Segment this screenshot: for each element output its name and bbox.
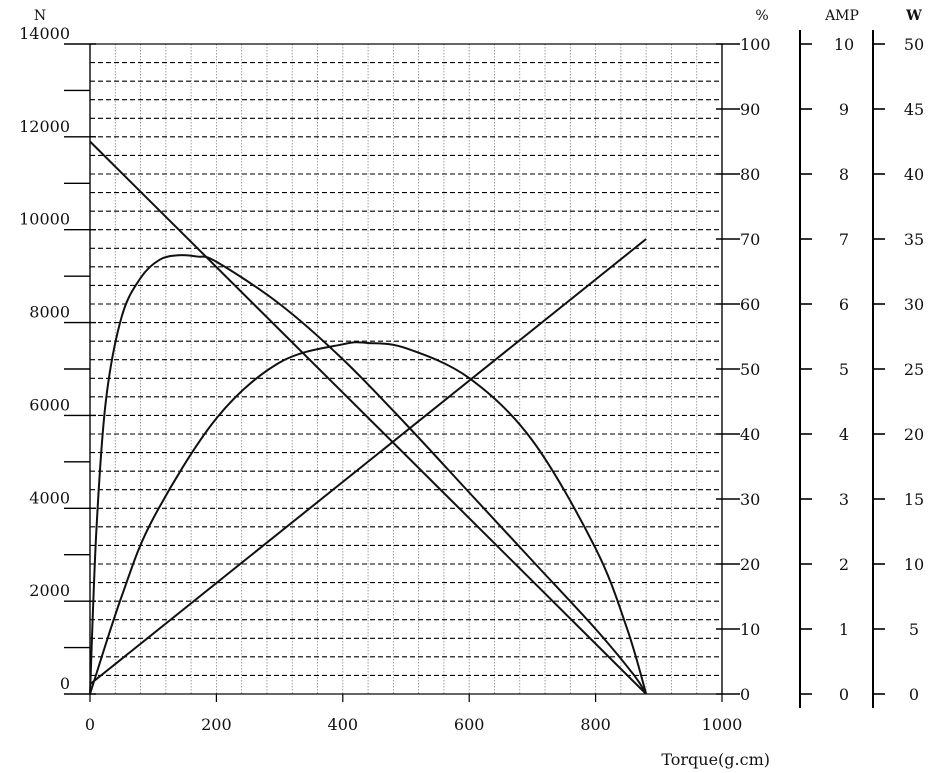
- power-axis-unit: W: [905, 8, 922, 24]
- current-axis-tick-label: 0: [839, 685, 849, 704]
- current-curve: [89, 238, 647, 686]
- current-axis-tick-label: 5: [839, 360, 849, 379]
- efficiency-axis-tick-label: 40: [740, 425, 760, 444]
- speed-axis-tick-label: 12000: [19, 117, 70, 136]
- power-axis-tick-label: 45: [904, 100, 924, 119]
- efficiency-axis-tick-label: 90: [740, 100, 760, 119]
- power-axis-tick-label: 15: [904, 490, 924, 509]
- x-axis-tick-label: 0: [85, 715, 95, 734]
- efficiency-axis-tick-label: 10: [740, 620, 760, 639]
- x-axis-tick-label: 800: [580, 715, 611, 734]
- speed-axis-tick-label: 6000: [29, 395, 70, 414]
- efficiency-axis-tick-label: 60: [740, 295, 760, 314]
- efficiency-axis-tick-label: 30: [740, 490, 760, 509]
- axis-ticks: [64, 43, 885, 702]
- speed-curve: [89, 140, 647, 695]
- speed-axis-tick-label: 2000: [29, 581, 70, 600]
- current-axis-tick-label: 10: [834, 35, 854, 54]
- power-axis-tick-label: 25: [904, 360, 924, 379]
- efficiency-axis-tick-label: 50: [740, 360, 760, 379]
- series-curves: [89, 140, 648, 695]
- current-axis-tick-label: 7: [839, 230, 849, 249]
- x-axis-label: Torque(g.cm): [661, 750, 770, 769]
- speed-axis-tick-label: 14000: [19, 24, 70, 43]
- power-axis-tick-label: 10: [904, 555, 924, 574]
- efficiency-axis-tick-label: 80: [740, 165, 760, 184]
- x-axis-tick-label: 200: [201, 715, 232, 734]
- current-axis-tick-label: 1: [839, 620, 849, 639]
- power-axis-tick-label: 5: [909, 620, 919, 639]
- power-axis-tick-label: 50: [904, 35, 924, 54]
- power-axis-tick-label: 30: [904, 295, 924, 314]
- power-axis-tick-label: 35: [904, 230, 924, 249]
- current-axis-tick-label: 9: [839, 100, 849, 119]
- current-axis-tick-label: 3: [839, 490, 849, 509]
- current-axis-tick-label: 8: [839, 165, 849, 184]
- speed-axis-tick-label: 10000: [19, 210, 70, 229]
- current-axis-tick-label: 4: [839, 425, 849, 444]
- axis-tick-labels: 0200040006000800010000120001400001020304…: [19, 24, 924, 734]
- speed-axis-unit: N: [34, 8, 46, 24]
- power-axis-tick-label: 0: [909, 685, 919, 704]
- speed-axis-tick-label: 4000: [29, 488, 70, 507]
- efficiency-curve: [89, 254, 648, 695]
- speed-axis-tick-label: 0: [60, 674, 70, 693]
- current-axis-unit: AMP: [824, 8, 859, 24]
- efficiency-axis-tick-label: 70: [740, 230, 760, 249]
- efficiency-axis-unit: %: [755, 8, 768, 24]
- power-axis-tick-label: 40: [904, 165, 924, 184]
- speed-axis-tick-label: 8000: [29, 303, 70, 322]
- efficiency-axis-tick-label: 100: [740, 35, 771, 54]
- efficiency-axis-tick-label: 0: [740, 685, 750, 704]
- plot-area-frame: [89, 43, 723, 695]
- efficiency-axis-tick-label: 20: [740, 555, 760, 574]
- x-axis-tick-label: 1000: [702, 715, 743, 734]
- power-axis-tick-label: 20: [904, 425, 924, 444]
- plot-grid: [90, 44, 722, 694]
- current-axis-tick-label: 6: [839, 295, 849, 314]
- current-axis-tick-label: 2: [839, 555, 849, 574]
- x-axis-tick-label: 600: [454, 715, 485, 734]
- power-curve: [89, 341, 648, 695]
- x-axis-tick-label: 400: [328, 715, 359, 734]
